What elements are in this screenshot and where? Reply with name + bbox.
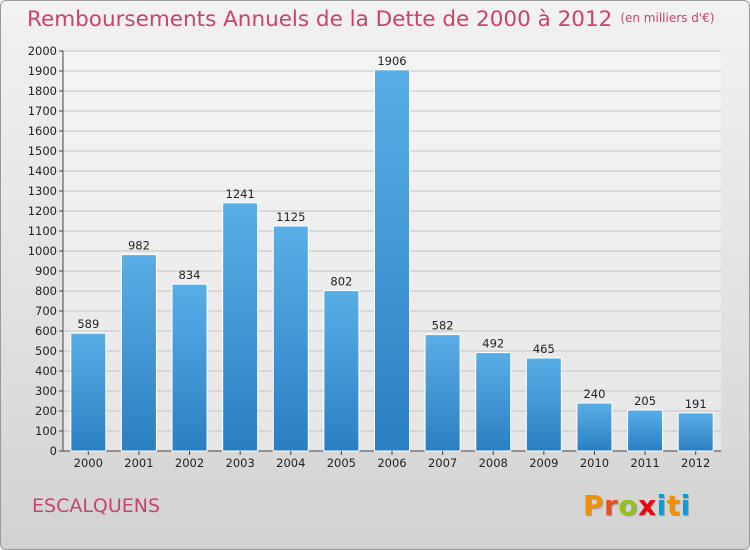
x-tick-label-2001: 2001 [124,456,153,470]
y-tick-label: 600 [35,324,57,338]
bar-2009 [525,357,562,452]
bar-2000 [70,332,107,452]
data-label-2001: 982 [128,239,150,253]
y-tick-label: 500 [35,344,57,358]
x-tick-label-2011: 2011 [630,456,659,470]
data-label-2000: 589 [77,317,99,331]
y-tick-label: 1300 [28,184,57,198]
x-tick-label-2010: 2010 [580,456,609,470]
y-tick-label: 0 [50,444,57,458]
logo-letter: t [666,489,681,522]
chart-title: Remboursements Annuels de la Dette de 20… [27,7,714,32]
city-name: ESCALQUENS [32,495,161,517]
chart-title-text: Remboursements Annuels de la Dette de 20… [27,7,613,32]
data-label-2002: 834 [179,268,201,282]
bar-2005 [323,290,360,452]
logo-letter: r [604,489,619,522]
data-label-2009: 465 [533,342,555,356]
x-tick-label-2007: 2007 [428,456,457,470]
logo-letter: x [638,489,657,522]
chart-subtitle: (en milliers d'€) [620,11,715,25]
y-tick-label: 1500 [28,144,57,158]
x-tick-label-2000: 2000 [74,456,103,470]
logo-letter: i [680,489,691,522]
bar-2012 [677,412,714,452]
bar-2008 [475,352,512,452]
data-label-2004: 1125 [276,210,305,224]
data-label-2003: 1241 [226,187,255,201]
data-label-2005: 802 [330,275,352,289]
y-tick-label: 1400 [28,164,57,178]
data-label-2008: 492 [482,337,504,351]
data-label-2010: 240 [583,387,605,401]
y-tick-label: 700 [35,304,57,318]
y-tick-label: 1600 [28,124,57,138]
bar-2011 [627,409,664,452]
data-label-2007: 582 [432,319,454,333]
y-tick-label: 400 [35,364,57,378]
x-tick-label-2004: 2004 [276,456,305,470]
y-tick-label: 800 [35,284,57,298]
y-tick-label: 100 [35,424,57,438]
bar-2010 [576,402,613,452]
data-label-2006: 1906 [377,54,406,68]
y-tick-label: 200 [35,404,57,418]
x-tick-label-2008: 2008 [479,456,508,470]
y-tick-label: 2000 [28,44,57,58]
x-tick-label-2006: 2006 [377,456,406,470]
data-label-2011: 205 [634,394,656,408]
x-tick-label-2003: 2003 [226,456,255,470]
bar-2001 [120,254,157,452]
y-tick-label: 300 [35,384,57,398]
x-tick-label-2002: 2002 [175,456,204,470]
logo-letter: P [583,489,605,522]
y-tick-label: 1800 [28,84,57,98]
y-tick-label: 900 [35,264,57,278]
x-tick-label-2009: 2009 [529,456,558,470]
logo-letter: i [656,489,667,522]
x-tick-label-2005: 2005 [327,456,356,470]
logo-letter: o [618,489,639,522]
y-tick-label: 1900 [28,64,57,78]
bar-2004 [272,225,309,452]
y-tick-label: 1000 [28,244,57,258]
bar-2002 [171,283,208,452]
bar-2007 [424,334,461,452]
y-tick-label: 1100 [28,224,57,238]
bar-2003 [222,202,259,452]
bar-2006 [374,69,410,452]
data-label-2012: 191 [685,397,707,411]
y-tick-label: 1200 [28,204,57,218]
proxiti-logo[interactable]: Proxiti [583,489,691,522]
y-tick-label: 1700 [28,104,57,118]
x-tick-label-2012: 2012 [681,456,710,470]
